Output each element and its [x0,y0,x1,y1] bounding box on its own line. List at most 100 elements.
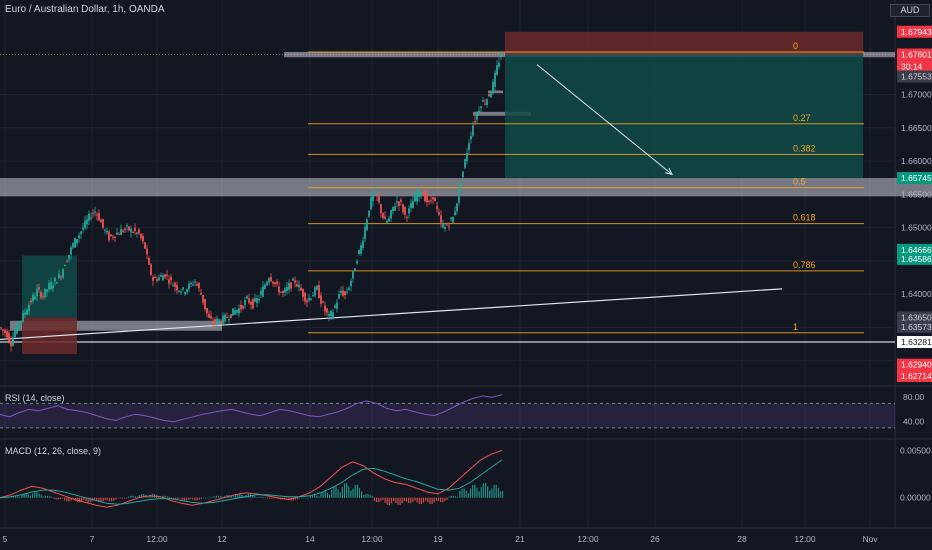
macd-histogram-bar [465,490,467,498]
macd-histogram-bar [425,497,427,501]
symbol-title[interactable]: Euro / Australian Dollar, 1h, OANDA [5,4,165,15]
price-marker-label: 1.62714 [901,371,932,381]
candle-body [234,310,236,315]
price-marker-label: 1.65745 [901,173,932,183]
candle-body [446,224,448,226]
candle-body [314,287,316,296]
candle-body [2,329,4,331]
candle-body [374,192,376,195]
currency-button[interactable]: AUD [890,4,930,17]
candle-body [44,288,46,298]
candle-body [366,219,368,230]
candle-body [150,264,152,275]
candle-body [116,232,118,235]
candle-body [284,288,286,293]
macd-histogram-bar [49,496,51,498]
price-axis[interactable]: 1.67000 1.66500 1.66000 1.65500 1.65000 1.640… [897,25,932,503]
macd-histogram-bar [472,485,474,498]
candles [0,50,502,352]
macd-histogram-bar [318,496,320,498]
candle-body [480,106,482,108]
candle-body [32,294,34,302]
candle-body [410,202,412,209]
macd-histogram-bar [365,494,367,498]
candle-body [8,332,10,342]
candle-body [404,206,406,215]
candle-body [16,323,18,334]
time-axis-label: 14 [305,534,315,544]
macd-histogram-bar [358,487,361,498]
candle-body [340,290,342,293]
macd-histogram-bar [23,493,25,498]
candle-body [142,236,144,242]
position-tools[interactable] [22,31,863,355]
candle-body [394,206,396,211]
candle-body [330,310,332,317]
candle-body [138,229,140,234]
candle-body [136,232,138,234]
macd-histogram-bar [296,497,299,500]
projection-arrow[interactable] [536,64,673,176]
price-marker-label: 1.63573 [901,322,932,332]
time-axis-label: 12:00 [794,534,816,544]
candle-body [368,210,370,217]
candle-body [180,291,182,293]
macd-histogram-bar [252,494,254,498]
fib-level-label: 0.786 [793,260,816,270]
candle-body [274,282,276,285]
candle-body [238,308,240,314]
candle-body [120,229,122,236]
candle-body [60,276,62,278]
candle-body [82,227,84,230]
rsi-label[interactable]: RSI (14, close) [5,393,65,403]
rsi-pane [0,394,895,429]
macd-histogram-bar [44,495,47,498]
rsi-band [0,403,895,428]
macd-histogram-bar [286,497,288,499]
candle-body [18,324,20,327]
macd-histogram-bar [202,497,205,499]
macd-label[interactable]: MACD (12, 26, close, 9) [5,446,102,456]
candle-body [292,278,294,281]
macd-histogram-bar [499,491,502,498]
macd-histogram-bar [435,497,437,501]
macd-histogram-bar [356,484,358,498]
macd-histogram-bar [269,497,271,499]
candle-body [98,213,100,221]
time-axis-label: 12:00 [577,534,599,544]
candle-body [266,281,268,286]
candle-body [370,197,372,210]
fib-retracement[interactable]: 0 0.27 0.382 0.5 0.618 0.786 1 [308,41,864,334]
macd-histogram-bar [134,496,136,498]
macd-histogram-bar [222,496,224,498]
macd-histogram-bar [14,495,17,498]
candle-body [6,331,8,338]
price-marker-label: 1.63281 [901,337,932,347]
macd-histogram-bar [64,497,66,501]
macd-histogram-bar [446,497,448,500]
candle-body [10,341,12,347]
candle-body [230,314,232,318]
price-marker-bg [897,336,932,349]
candle-body [252,298,254,309]
trendlines[interactable] [0,288,783,341]
price-axis-label: 1.64000 [901,289,932,299]
candle-body [384,216,386,220]
price-marker-bg [897,311,932,324]
candle-body [290,282,292,289]
candle-body [334,305,336,308]
candle-body [494,72,496,87]
macd-histogram-bar [79,497,81,503]
macd-histogram-bar [474,484,476,498]
macd-histogram-bar [70,497,72,501]
price-marker-bg [897,25,932,38]
price-marker-label: 30:14 [901,62,923,72]
candle-body [172,285,174,287]
price-marker-bg [897,48,932,61]
candle-body [166,274,168,276]
time-axis[interactable]: 5 7 12:00 12 14 12:00 19 21 12:00 26 28 12:00 Nov [3,534,879,544]
time-axis-label: 26 [650,534,660,544]
candle-body [390,210,392,219]
macd-histogram-bar [405,497,408,502]
